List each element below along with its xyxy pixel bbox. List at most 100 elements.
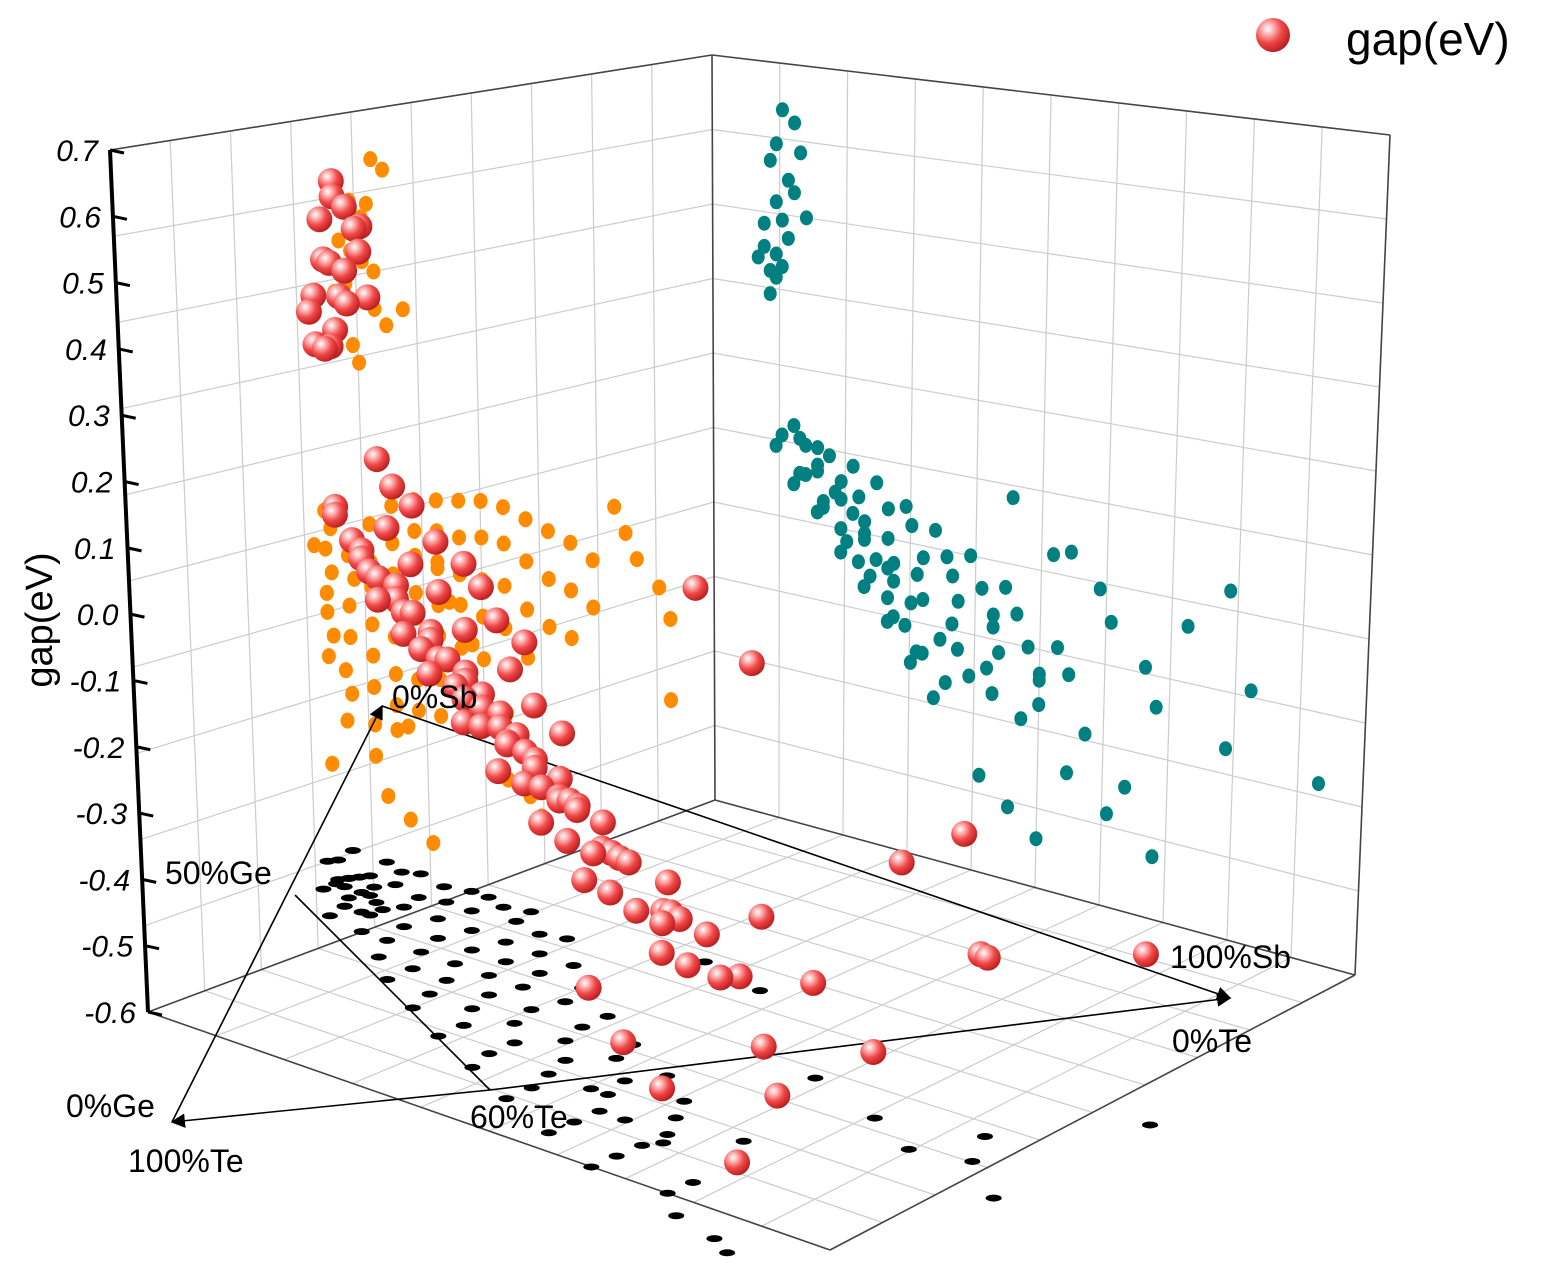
- projection-right-point: [775, 102, 789, 118]
- projection-floor-point: [395, 903, 412, 911]
- grid-line: [204, 990, 883, 1224]
- projection-right-point: [793, 430, 807, 446]
- grid-line: [591, 73, 603, 843]
- projection-left-point: [321, 648, 336, 665]
- projection-right-point: [1149, 699, 1163, 715]
- frame-edge: [109, 54, 713, 151]
- projection-right-point: [1010, 606, 1024, 622]
- projection-floor-point: [379, 936, 396, 944]
- data-point: [597, 879, 624, 906]
- data-point: [397, 551, 424, 578]
- projection-right-point: [962, 668, 976, 684]
- projection-right-point: [846, 458, 860, 474]
- projection-left-point: [629, 551, 644, 568]
- frame-edge: [147, 1011, 831, 1251]
- z-tick-label: -0.1: [70, 665, 122, 698]
- projection-floor-point: [599, 1091, 616, 1099]
- projection-left-point: [381, 787, 396, 804]
- label-60-te: 60%Te: [470, 1099, 568, 1135]
- data-point: [615, 849, 642, 876]
- projection-floor-point: [559, 935, 576, 943]
- grid-line: [317, 947, 988, 1169]
- projection-left-point: [452, 529, 467, 546]
- projection-floor-point: [866, 1114, 883, 1122]
- projection-right-point: [886, 609, 900, 625]
- data-layer: [295, 168, 1159, 1176]
- projection-right-point: [846, 505, 860, 521]
- arrow-to-0-sb: [171, 704, 383, 1123]
- projection-left-point: [395, 301, 410, 318]
- z-tick-label: 0.5: [62, 268, 104, 301]
- data-point: [511, 629, 538, 656]
- data-point: [416, 660, 443, 687]
- data-point: [748, 903, 775, 930]
- projection-floor-point: [321, 912, 338, 920]
- projection-floor-point: [368, 899, 385, 907]
- projection-left-point: [618, 524, 633, 541]
- projection-left-point: [564, 582, 579, 599]
- projection-right-point: [986, 607, 1000, 623]
- projection-right-point: [787, 418, 801, 434]
- z-tick-label: 0.0: [77, 599, 119, 632]
- data-point: [693, 921, 720, 948]
- projection-right-point: [1078, 726, 1092, 742]
- projection-left-point: [563, 534, 578, 551]
- projection-right-point: [1032, 666, 1046, 682]
- projection-right-point: [1145, 849, 1159, 865]
- projection-floor-point: [429, 915, 446, 923]
- projection-floor-point: [387, 881, 404, 889]
- projection-left-point: [476, 651, 491, 668]
- projection-left-point: [607, 498, 622, 515]
- data-point: [951, 820, 978, 847]
- projection-left-point: [652, 579, 667, 596]
- projection-left-point: [496, 535, 511, 552]
- projection-left-point: [411, 702, 426, 719]
- grid-line: [113, 128, 713, 237]
- data-point: [888, 849, 915, 876]
- projection-floor-point: [330, 876, 347, 884]
- projection-left-point: [369, 747, 384, 764]
- projection-right-point: [1047, 547, 1061, 563]
- projection-left-point: [430, 553, 445, 570]
- projection-right-point: [763, 262, 777, 278]
- projection-right-point: [1099, 806, 1113, 822]
- data-point: [623, 897, 650, 924]
- data-point: [379, 473, 406, 500]
- data-point: [321, 501, 348, 528]
- z-tick: [144, 944, 160, 951]
- projection-floor-point: [463, 907, 480, 915]
- projection-floor-point: [481, 991, 497, 999]
- data-point: [434, 646, 461, 673]
- projection-right-point: [851, 554, 865, 570]
- projection-floor-point: [557, 998, 574, 1006]
- frame-edge: [711, 54, 1391, 136]
- projection-right-point: [928, 522, 942, 538]
- projection-right-wall: [751, 102, 1325, 865]
- projection-floor-point: [565, 962, 582, 970]
- label-50-ge: 50%Ge: [165, 855, 272, 891]
- projection-left-point: [474, 529, 489, 546]
- frame-edge: [711, 54, 716, 801]
- projection-floor-point: [608, 1054, 625, 1062]
- z-tick: [127, 546, 142, 553]
- z-tick-label: 0.1: [74, 533, 116, 566]
- frame-edge: [1354, 134, 1391, 976]
- grid-line: [1162, 110, 1188, 923]
- grid-line: [121, 277, 714, 410]
- projection-right-point: [1181, 618, 1195, 634]
- projection-left-point: [664, 692, 679, 709]
- data-point: [549, 720, 576, 747]
- grid-line: [530, 83, 546, 864]
- projection-floor-point: [438, 898, 455, 906]
- projection-right-point: [1224, 583, 1238, 599]
- projection-right-point: [946, 568, 960, 584]
- projection-left-point: [495, 499, 510, 516]
- z-tick: [138, 811, 154, 818]
- data-point: [575, 974, 602, 1001]
- projection-floor-point: [523, 1006, 540, 1014]
- projection-left-point: [434, 707, 449, 724]
- projection-left-point: [375, 161, 390, 178]
- projection-right-point: [916, 592, 930, 608]
- data-point: [800, 969, 827, 996]
- projection-floor-point: [506, 1039, 523, 1047]
